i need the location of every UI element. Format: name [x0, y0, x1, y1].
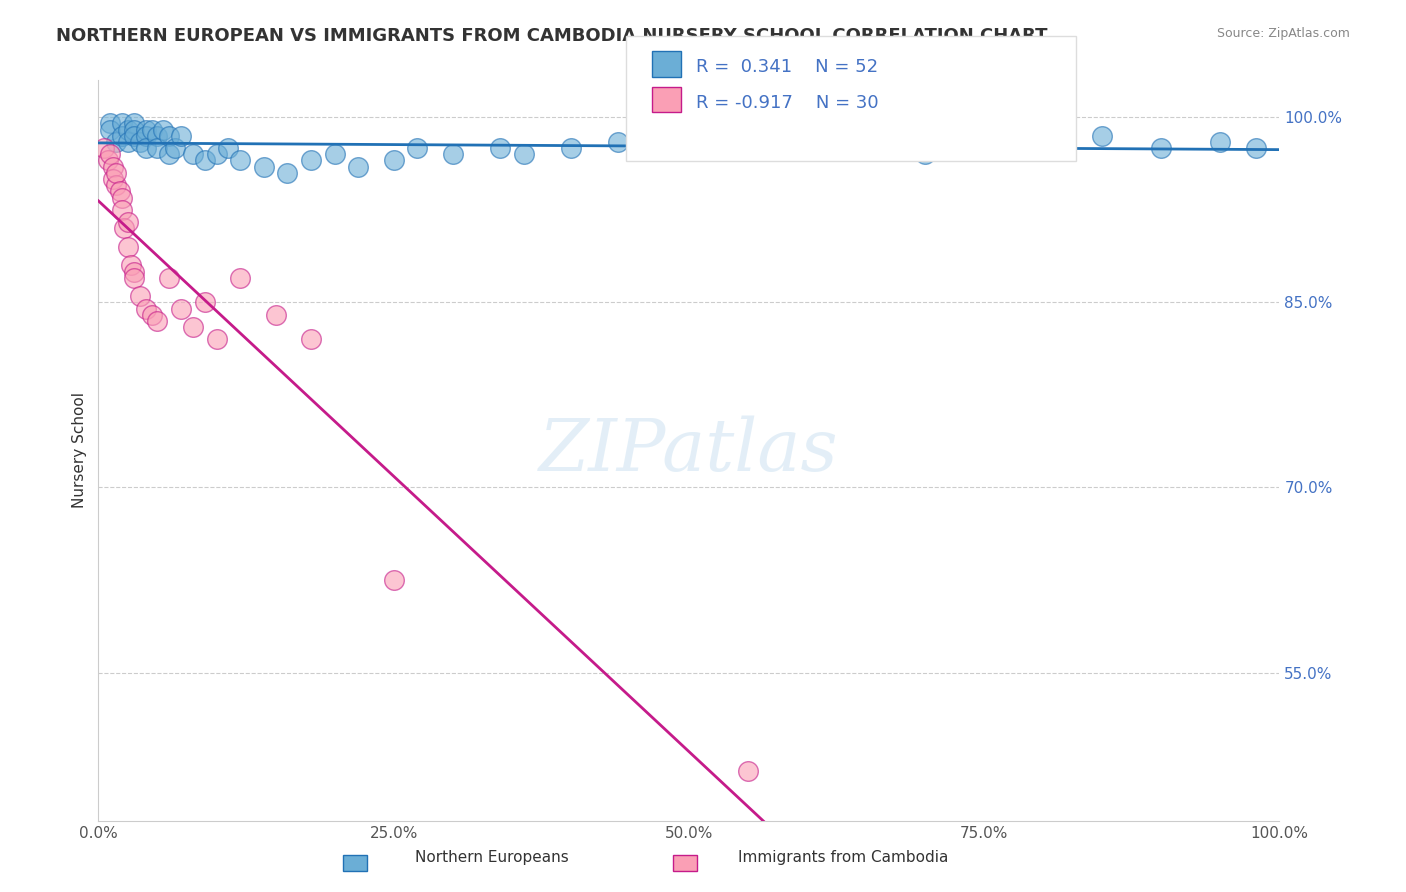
- Point: [117, 215, 139, 229]
- Point: [181, 147, 204, 161]
- Point: [135, 141, 157, 155]
- Text: Northern Europeans: Northern Europeans: [415, 850, 569, 865]
- Point: [217, 141, 239, 155]
- Point: [117, 135, 139, 149]
- Point: [1032, 135, 1054, 149]
- Point: [141, 308, 163, 322]
- Text: ZIPatlas: ZIPatlas: [538, 415, 839, 486]
- Point: [229, 153, 252, 168]
- Point: [253, 160, 276, 174]
- Point: [654, 141, 676, 155]
- Point: [112, 221, 135, 235]
- Point: [299, 153, 322, 168]
- Point: [121, 259, 143, 273]
- Point: [748, 141, 770, 155]
- Point: [914, 147, 936, 161]
- Point: [146, 128, 169, 143]
- Point: [702, 135, 724, 149]
- Point: [105, 178, 128, 193]
- Point: [98, 147, 121, 161]
- Point: [796, 135, 818, 149]
- Point: [97, 153, 120, 168]
- Point: [949, 141, 972, 155]
- Point: [122, 116, 145, 130]
- Text: Immigrants from Cambodia: Immigrants from Cambodia: [738, 850, 949, 865]
- Point: [299, 333, 322, 347]
- Point: [157, 128, 180, 143]
- Point: [146, 314, 169, 328]
- Point: [170, 301, 193, 316]
- Point: [489, 141, 512, 155]
- Point: [205, 333, 228, 347]
- Point: [122, 270, 145, 285]
- Point: [135, 122, 157, 136]
- Point: [122, 128, 145, 143]
- Point: [382, 573, 405, 587]
- Point: [128, 289, 150, 303]
- Point: [406, 141, 429, 155]
- Text: R =  0.341    N = 52: R = 0.341 N = 52: [696, 58, 879, 76]
- Point: [170, 128, 193, 143]
- Point: [382, 153, 405, 168]
- Point: [205, 147, 228, 161]
- Point: [165, 141, 187, 155]
- Point: [181, 320, 204, 334]
- Point: [194, 153, 217, 168]
- Point: [117, 240, 139, 254]
- Point: [229, 270, 252, 285]
- Point: [560, 141, 582, 155]
- Point: [152, 122, 174, 136]
- Y-axis label: Nursery School: Nursery School: [72, 392, 87, 508]
- Point: [157, 270, 180, 285]
- Text: R = -0.917    N = 30: R = -0.917 N = 30: [696, 94, 879, 112]
- Point: [737, 764, 759, 779]
- Point: [831, 141, 853, 155]
- Point: [1091, 128, 1114, 143]
- Point: [512, 147, 534, 161]
- Point: [135, 128, 157, 143]
- Point: [146, 141, 169, 155]
- Point: [194, 295, 217, 310]
- Point: [93, 141, 115, 155]
- Point: [128, 135, 150, 149]
- Point: [347, 160, 370, 174]
- Text: NORTHERN EUROPEAN VS IMMIGRANTS FROM CAMBODIA NURSERY SCHOOL CORRELATION CHART: NORTHERN EUROPEAN VS IMMIGRANTS FROM CAM…: [56, 27, 1047, 45]
- Point: [135, 301, 157, 316]
- Point: [122, 122, 145, 136]
- Point: [111, 190, 134, 204]
- Point: [276, 166, 298, 180]
- Point: [855, 128, 877, 143]
- Point: [105, 135, 128, 149]
- Point: [98, 116, 121, 130]
- Point: [111, 128, 134, 143]
- Point: [323, 147, 346, 161]
- Point: [105, 166, 128, 180]
- Point: [157, 147, 180, 161]
- Point: [98, 122, 121, 136]
- Point: [122, 264, 145, 278]
- Point: [108, 185, 131, 199]
- Point: [141, 122, 163, 136]
- Point: [111, 202, 134, 217]
- Point: [101, 160, 124, 174]
- Point: [117, 122, 139, 136]
- Point: [264, 308, 287, 322]
- Point: [441, 147, 464, 161]
- Point: [1209, 135, 1232, 149]
- Point: [1244, 141, 1267, 155]
- Point: [111, 116, 134, 130]
- Point: [607, 135, 630, 149]
- Point: [101, 172, 124, 186]
- Point: [1150, 141, 1173, 155]
- Text: Source: ZipAtlas.com: Source: ZipAtlas.com: [1216, 27, 1350, 40]
